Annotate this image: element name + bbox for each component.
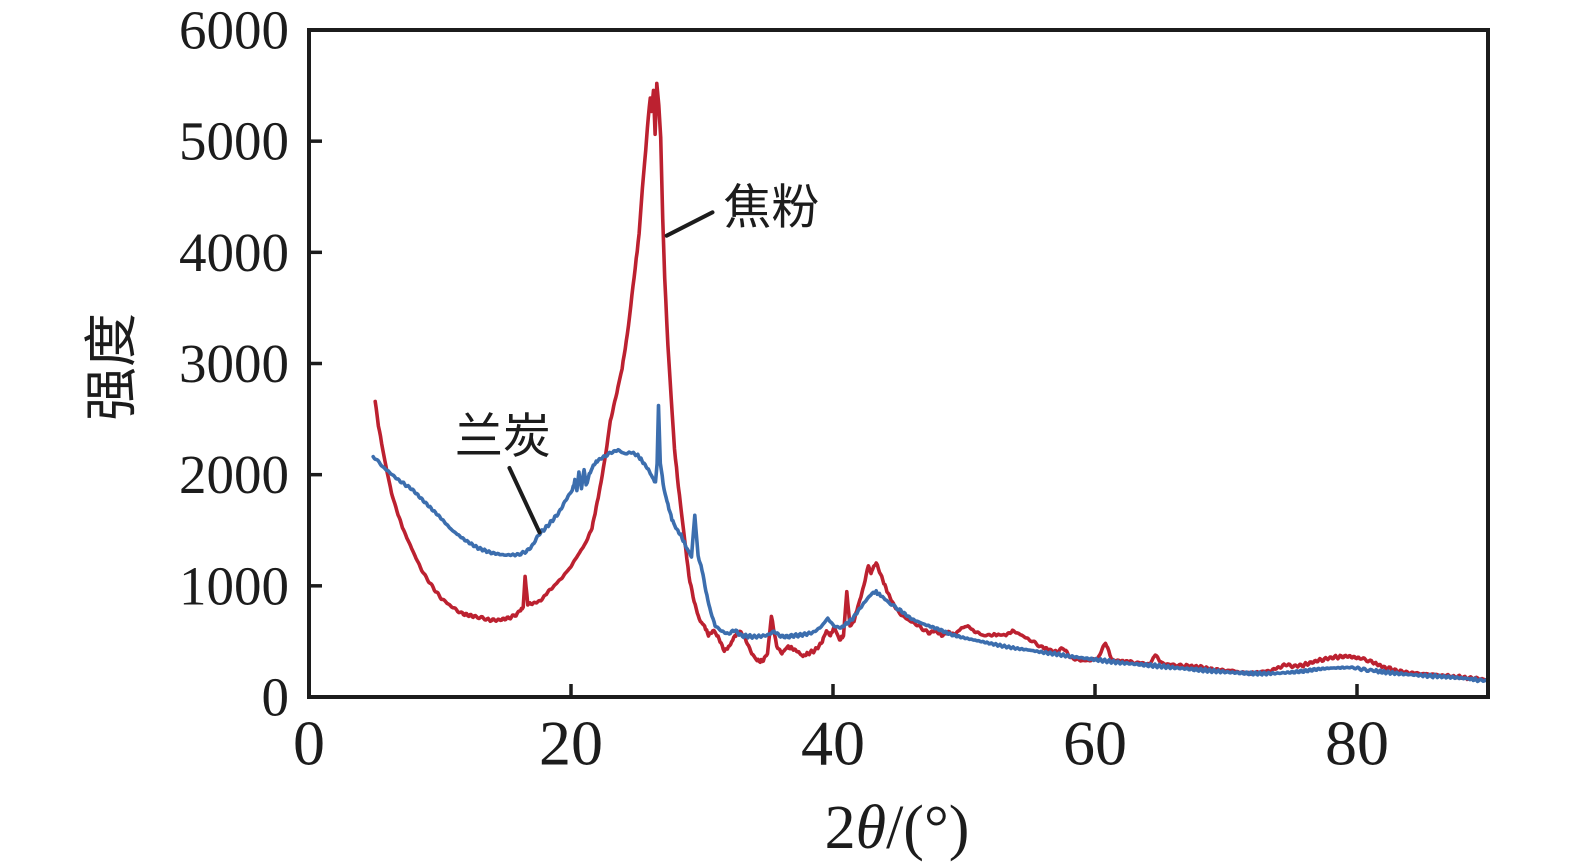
x-axis-title: 2θ/(°) xyxy=(825,794,970,862)
tick-labels: 0 20 40 60 80 0 1000 2000 3000 4000 5000 6000 xyxy=(179,0,1389,779)
series-curve-lantan xyxy=(371,403,1489,684)
x-axis-title-part: /(°) xyxy=(886,794,969,862)
plot-frame xyxy=(307,28,1490,699)
data-curves xyxy=(371,81,1489,684)
y-tick-label: 5000 xyxy=(179,111,289,172)
x-tick-label: 20 xyxy=(539,708,603,779)
y-tick-label: 6000 xyxy=(179,0,289,61)
x-tick-label: 0 xyxy=(293,708,325,779)
y-tick-label: 1000 xyxy=(179,555,289,616)
x-tick-label: 60 xyxy=(1063,708,1127,779)
y-tick-label: 2000 xyxy=(179,444,289,505)
annotation-leader-lantan xyxy=(507,465,542,535)
y-axis-title: 强度 xyxy=(82,313,142,421)
y-tick-label: 3000 xyxy=(179,333,289,394)
annotation-leader-jiaofen xyxy=(664,210,715,238)
x-tick-label: 40 xyxy=(801,708,865,779)
y-tick-label: 4000 xyxy=(179,222,289,283)
annotation-label-lantan: 兰炭 xyxy=(455,410,551,463)
y-tick-label: 0 xyxy=(262,667,290,728)
series-curve-jiaofen xyxy=(373,81,1489,682)
x-tick-label: 80 xyxy=(1325,708,1389,779)
annotation-label-jiaofen: 焦粉 xyxy=(723,181,819,234)
x-axis-title-part: 2 xyxy=(825,794,856,862)
axis-ticks xyxy=(307,28,1359,699)
x-axis-title-theta: θ xyxy=(856,794,886,862)
